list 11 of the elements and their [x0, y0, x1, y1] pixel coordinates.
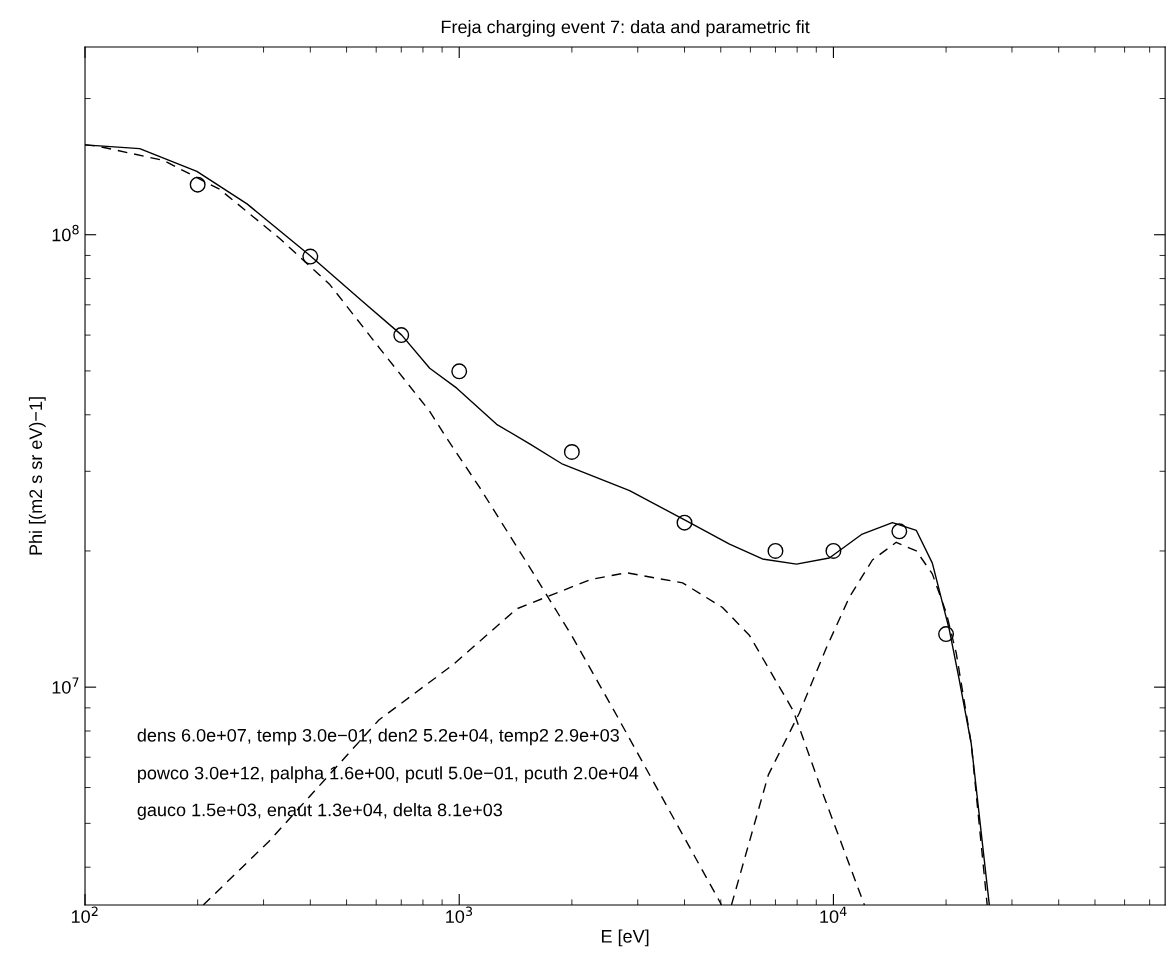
x-tick-label: 10$^{4}$ — [820, 906, 847, 923]
chart-title: Freja charging event 7: data and parametric fit — [441, 20, 810, 37]
y-axis-title: Phi [(m2 s sr eV)−1] — [28, 397, 46, 555]
annotation: dens 6.0e+07, temp 3.0e−01, den2 5.2e+04, temp2 2.9e+03 — [137, 728, 619, 746]
x-axis-title: E [eV] — [601, 929, 649, 947]
x-tick-label: 10$^{3}$ — [446, 906, 473, 923]
annotation: gauco 1.5e+03, enaut 1.3e+04, delta 8.1e+03 — [137, 803, 503, 820]
y-tick-label: 10$^{8}$ — [52, 224, 79, 242]
x-tick-label: 10$^{2}$ — [71, 906, 98, 923]
annotation: powco 3.0e+12, palpha 1.6e+00, pcutl 5.0e−01, pcuth 2.0e+04 — [138, 766, 639, 783]
y-tick-label: 10$^{7}$ — [52, 677, 79, 694]
